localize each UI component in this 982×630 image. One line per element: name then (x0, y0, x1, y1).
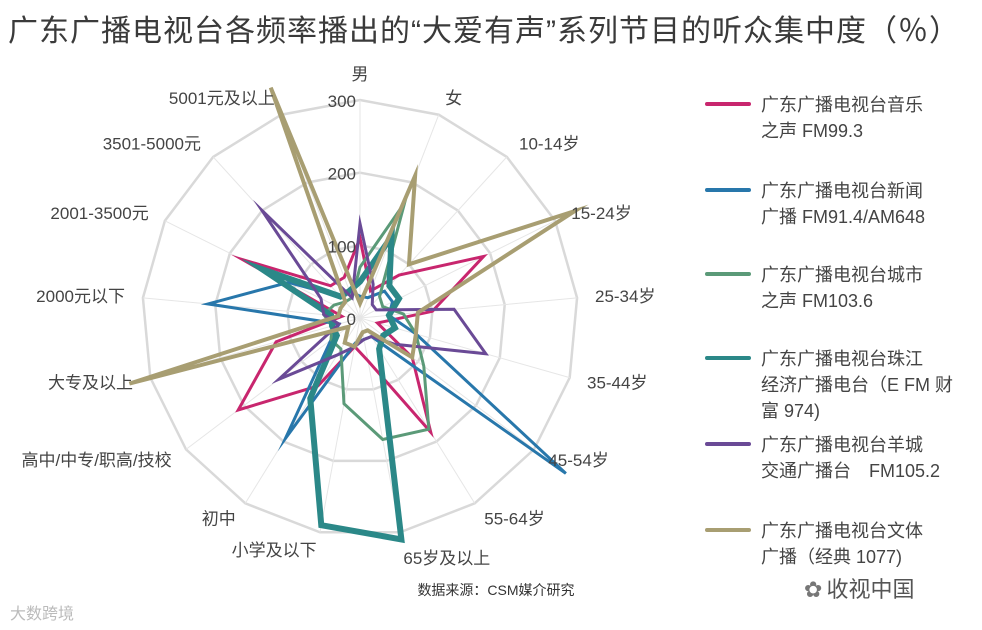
radar-series (128, 86, 589, 544)
category-label: 2000元以下 (36, 287, 125, 306)
legend-swatch (705, 272, 751, 276)
category-label: 大专及以上 (48, 374, 133, 393)
grid-ring (214, 171, 506, 463)
series-line-5 (128, 86, 589, 386)
series-line-2 (321, 194, 431, 442)
series-line-0 (230, 232, 488, 438)
category-label: 3501-5000元 (103, 135, 201, 154)
grid-spoke (359, 297, 578, 319)
category-label: 65岁及以上 (403, 549, 490, 568)
category-label: 高中/中专/职高/技校 (21, 451, 171, 470)
radial-tick-label: 300 (328, 92, 356, 111)
category-label: 10-14岁 (519, 135, 579, 154)
series-line-3 (241, 226, 405, 544)
legend-label: 广东广播电视台新闻 广播 FM91.4/AM648 (761, 181, 926, 227)
grid-spoke (359, 317, 535, 450)
radial-tick-label: 200 (328, 165, 356, 184)
legend-label: 广东广播电视台文体 广播（经典 1077) (761, 521, 923, 567)
legend-swatch (705, 356, 751, 360)
legend-swatch (705, 102, 751, 106)
grid-spoke (212, 156, 361, 319)
watermark-right-text: 收视中国 (826, 577, 915, 602)
legend-label: 广东广播电视台珠江 经济广播电台（E FM 财 富 974) (761, 349, 953, 421)
category-label: 男 (352, 65, 369, 84)
grid-spoke (319, 317, 361, 533)
chart-title: 广东广播电视台各频率播出的“大爱有声”系列节目的听众集中度（％） (8, 15, 960, 48)
category-label: 初中 (202, 510, 236, 529)
category-label: 25-34岁 (595, 287, 655, 306)
wechat-icon: ✿ (804, 577, 823, 602)
legend-label: 广东广播电视台城市 之声 FM103.6 (761, 265, 923, 311)
category-label: 55-64岁 (484, 510, 544, 529)
category-label: 35-44岁 (587, 374, 647, 393)
category-label: 2001-3500元 (50, 204, 148, 223)
watermark-left: 大数跨境 (10, 606, 75, 623)
data-source: 数据来源：CSM媒介研究 (417, 582, 575, 598)
series-line-4 (253, 199, 489, 384)
radar-grid (141, 98, 579, 534)
radial-tick-label: 0 (347, 310, 356, 329)
category-label: 15-24岁 (571, 204, 631, 223)
legend-label: 广东广播电视台音乐 之声 FM99.3 (761, 95, 923, 141)
legend-swatch (705, 442, 751, 446)
category-label: 女 (445, 89, 462, 108)
legend-swatch (705, 528, 751, 532)
radial-tick-label: 100 (328, 237, 356, 256)
category-label: 小学及以下 (232, 541, 317, 560)
legend-swatch (705, 188, 751, 192)
legend-label: 广东广播电视台羊城 交通广播台 FM105.2 (761, 435, 941, 481)
radar-labels: 0 100 200 300 男女 10-14岁 15-24岁 25-34岁 35-44岁 45-5… (21, 65, 655, 568)
category-label: 45-54岁 (548, 451, 608, 470)
watermark-right: ✿ 收视中国 (804, 572, 914, 604)
category-label: 5001元及以上 (169, 89, 275, 108)
